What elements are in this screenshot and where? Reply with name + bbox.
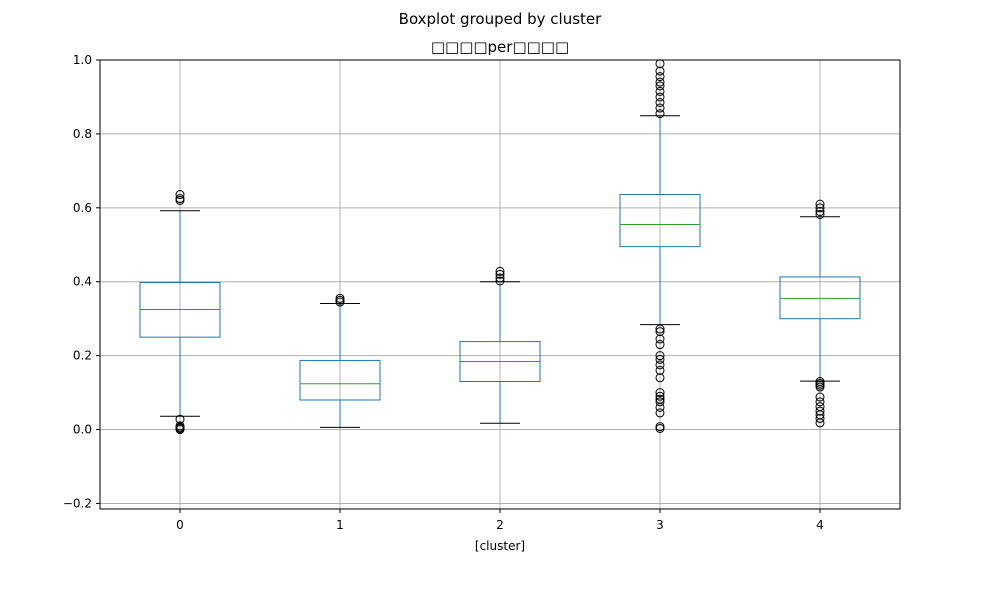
y-tick-label: 0.6 <box>73 201 92 215</box>
outlier-point <box>815 397 825 407</box>
iqr-box <box>299 359 381 401</box>
outlier-point <box>655 97 665 107</box>
outlier-point <box>655 92 665 102</box>
x-tick-label: 4 <box>816 518 824 532</box>
outlier-point <box>175 190 185 200</box>
outlier-point <box>655 394 665 404</box>
outlier-point <box>655 77 665 87</box>
outlier-point <box>815 377 825 387</box>
outlier-point <box>815 392 825 402</box>
outlier-point <box>655 422 665 432</box>
y-axis-ticks: −0.2 0.0 0.2 0.4 0.6 0.8 1.0 <box>63 53 100 510</box>
outlier-point <box>655 340 665 350</box>
outlier-point <box>815 406 825 416</box>
outlier-point <box>655 327 665 337</box>
outlier-point <box>175 414 185 424</box>
x-tick-label: 3 <box>656 518 664 532</box>
outlier-point <box>815 402 825 412</box>
y-tick-label: 0.8 <box>73 127 92 141</box>
outlier-point <box>655 109 665 119</box>
outlier-point <box>815 199 825 209</box>
outlier-point <box>655 103 665 113</box>
outlier-point <box>655 397 665 407</box>
box-cluster-0 <box>139 190 221 435</box>
x-tick-label: 2 <box>496 518 504 532</box>
outlier-point <box>335 293 345 303</box>
outlier-point <box>655 354 665 364</box>
box-cluster-3 <box>619 59 701 433</box>
outlier-point <box>655 81 665 91</box>
outlier-point <box>655 324 665 334</box>
plot-area-frame <box>99 59 901 510</box>
outlier-point <box>495 266 505 276</box>
x-axis-ticks: 0 1 2 3 4 <box>176 509 824 532</box>
outlier-point <box>655 360 665 370</box>
x-axis-label: [cluster] <box>475 539 525 553</box>
outlier-point <box>655 408 665 418</box>
outlier-point <box>655 66 665 76</box>
box-series <box>139 59 861 435</box>
outlier-point <box>655 72 665 82</box>
outlier-point <box>655 86 665 96</box>
outlier-point <box>815 203 825 213</box>
outlier-point <box>815 207 825 217</box>
iqr-box <box>779 276 861 320</box>
x-tick-label: 0 <box>176 518 184 532</box>
iqr-box <box>619 194 701 248</box>
outlier-point <box>655 388 665 398</box>
outlier-point <box>655 391 665 401</box>
outlier-point <box>495 273 505 283</box>
outlier-point <box>495 269 505 279</box>
outlier-point <box>655 351 665 361</box>
outlier-point <box>655 334 665 344</box>
box-cluster-2 <box>459 266 541 424</box>
x-tick-label: 1 <box>336 518 344 532</box>
outlier-point <box>655 365 665 375</box>
box-cluster-4 <box>779 199 861 428</box>
outlier-point <box>495 276 505 286</box>
y-tick-label: 0.2 <box>73 349 92 363</box>
outlier-point <box>815 209 825 219</box>
chart-suptitle: Boxplot grouped by cluster <box>399 10 602 28</box>
outlier-point <box>175 421 185 431</box>
y-tick-label: 0.0 <box>73 423 92 437</box>
y-tick-label: −0.2 <box>63 496 92 510</box>
outlier-point <box>175 194 185 204</box>
y-tick-label: 0.4 <box>73 275 92 289</box>
outlier-point <box>655 373 665 383</box>
box-cluster-1 <box>299 293 381 428</box>
chart-title: □□□□per□□□□ <box>431 38 569 56</box>
outlier-point <box>815 413 825 423</box>
y-tick-label: 1.0 <box>73 53 92 67</box>
